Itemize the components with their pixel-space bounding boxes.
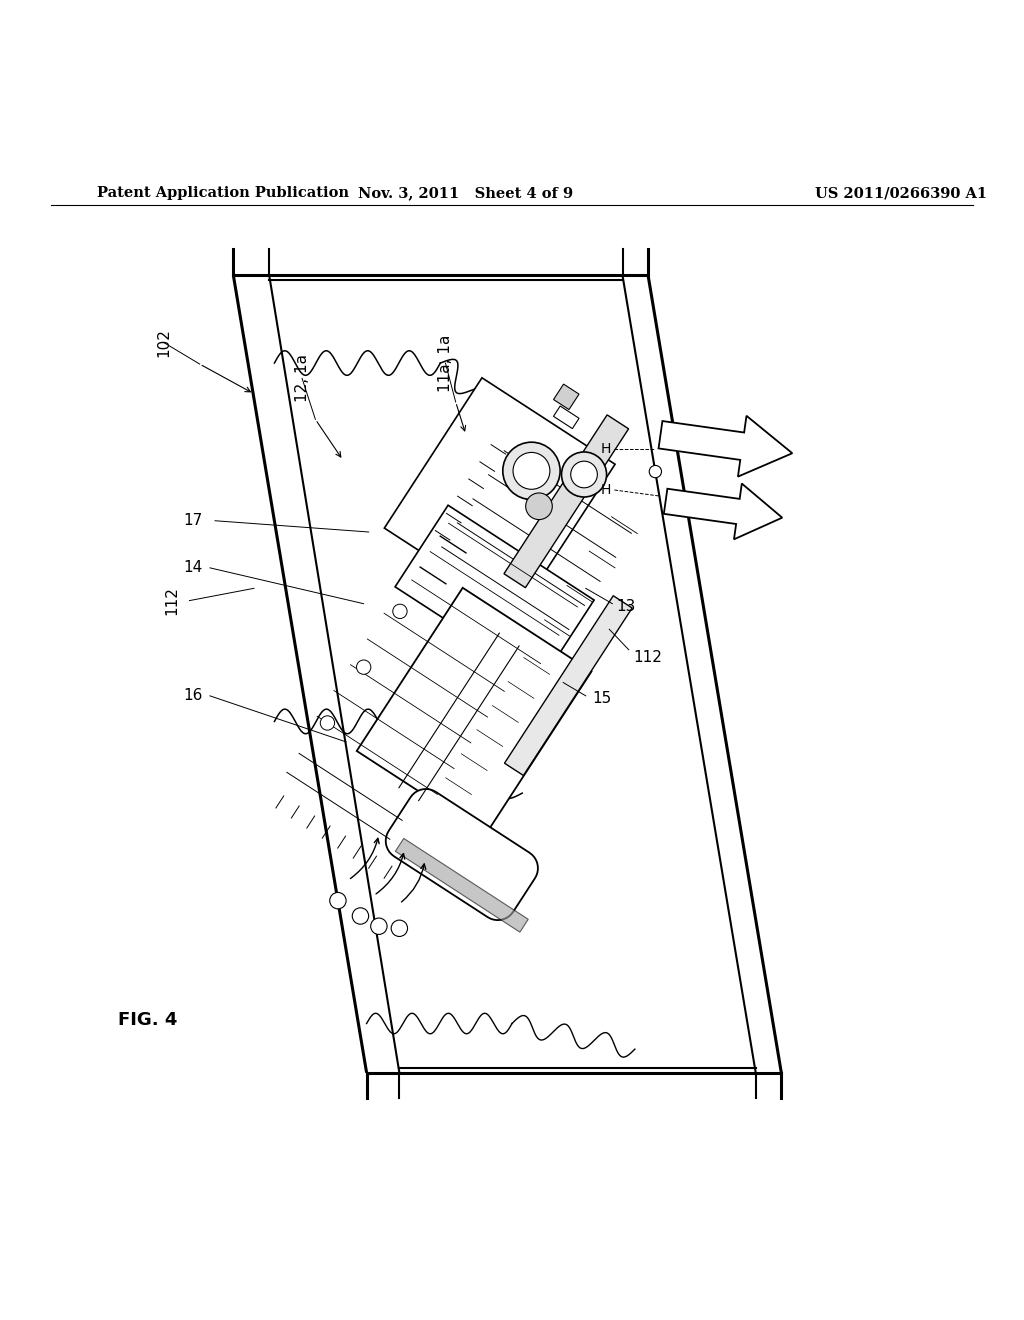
Polygon shape [395,838,528,932]
Text: 16: 16 [183,688,202,704]
Circle shape [503,442,560,499]
Circle shape [391,920,408,936]
Text: US 2011/0266390 A1: US 2011/0266390 A1 [815,186,987,201]
Circle shape [561,451,606,498]
Text: 112: 112 [165,586,179,615]
Polygon shape [664,483,782,540]
Circle shape [393,605,408,619]
Circle shape [371,917,387,935]
Polygon shape [395,506,594,681]
Text: H: H [601,483,611,498]
Circle shape [330,892,346,909]
Text: FIG. 4: FIG. 4 [118,1011,177,1030]
Text: Nov. 3, 2011   Sheet 4 of 9: Nov. 3, 2011 Sheet 4 of 9 [358,186,573,201]
Text: 112: 112 [633,651,662,665]
Polygon shape [505,595,632,775]
Circle shape [352,908,369,924]
Polygon shape [504,414,629,587]
Polygon shape [554,407,579,429]
Text: H: H [601,442,611,455]
Text: 12, 1a: 12, 1a [295,354,309,403]
Polygon shape [658,416,793,477]
Circle shape [649,466,662,478]
Polygon shape [554,384,579,409]
Circle shape [356,660,371,675]
Text: Patent Application Publication: Patent Application Publication [97,186,349,201]
Polygon shape [356,587,592,834]
Text: 17: 17 [183,513,202,528]
Polygon shape [386,789,538,920]
Text: 11a, 1a: 11a, 1a [438,334,453,392]
Text: 102: 102 [157,329,171,356]
Circle shape [570,461,597,488]
Circle shape [525,492,552,520]
Polygon shape [384,378,615,615]
Text: 15: 15 [592,692,611,706]
Text: 13: 13 [616,599,636,614]
Circle shape [321,715,335,730]
Circle shape [513,453,550,490]
Text: 14: 14 [183,560,202,576]
